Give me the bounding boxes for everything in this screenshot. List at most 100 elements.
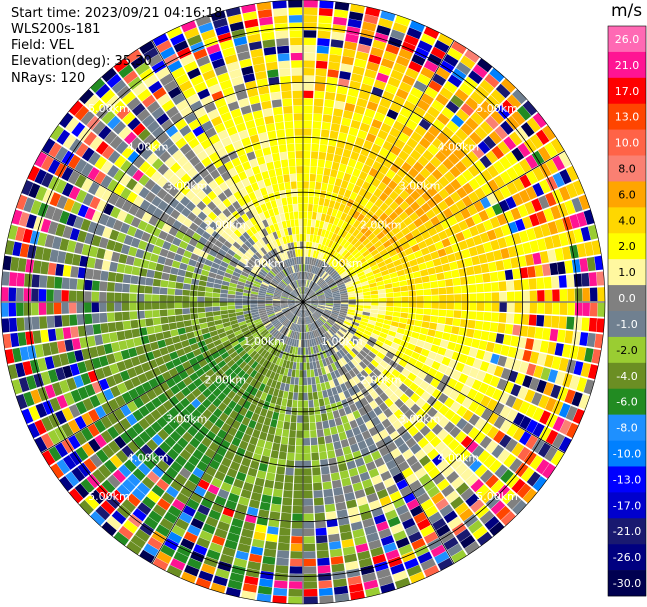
velocity-gate	[567, 302, 575, 316]
velocity-gate	[497, 449, 511, 463]
velocity-gate	[217, 202, 227, 212]
velocity-gate	[192, 247, 202, 256]
velocity-gate	[207, 403, 217, 414]
velocity-gate	[441, 484, 455, 498]
velocity-gate	[212, 435, 224, 446]
velocity-gate	[208, 441, 220, 453]
velocity-gate	[120, 349, 131, 360]
velocity-gate	[133, 337, 143, 347]
velocity-gate	[176, 380, 187, 391]
velocity-gate	[362, 308, 371, 313]
velocity-gate	[257, 221, 265, 230]
velocity-gate	[468, 400, 480, 413]
velocity-gate	[206, 549, 221, 561]
velocity-gate	[404, 206, 415, 216]
velocity-gate	[525, 186, 538, 200]
velocity-gate	[470, 478, 484, 493]
velocity-gate	[403, 216, 413, 227]
velocity-gate	[478, 382, 489, 394]
velocity-gate	[121, 91, 136, 105]
velocity-gate	[204, 145, 216, 156]
velocity-gate	[94, 171, 107, 185]
velocity-gate	[447, 378, 458, 389]
velocity-gate	[272, 356, 279, 364]
velocity-gate	[556, 329, 566, 343]
velocity-gate	[587, 224, 599, 240]
velocity-gate	[374, 208, 384, 218]
velocity-gate	[569, 214, 580, 229]
velocity-gate	[15, 362, 26, 378]
velocity-gate	[291, 75, 303, 84]
velocity-gate	[237, 197, 246, 207]
velocity-gate	[485, 206, 496, 219]
velocity-gate	[307, 289, 312, 296]
velocity-gate	[270, 503, 282, 513]
velocity-gate	[286, 258, 292, 267]
velocity-gate	[113, 241, 124, 253]
velocity-gate	[159, 294, 167, 302]
velocity-gate	[232, 271, 241, 278]
velocity-gate	[247, 560, 261, 571]
velocity-gate	[434, 551, 450, 564]
velocity-gate	[226, 359, 236, 368]
velocity-gate	[179, 333, 188, 342]
velocity-gate	[292, 315, 297, 323]
velocity-gate	[106, 494, 121, 510]
velocity-gate	[173, 551, 189, 564]
velocity-gate	[223, 474, 235, 486]
velocity-gate	[438, 363, 448, 374]
velocity-gate	[292, 505, 303, 514]
velocity-gate	[100, 500, 116, 515]
velocity-gate	[312, 338, 317, 346]
velocity-gate	[239, 535, 252, 546]
velocity-gate	[53, 289, 62, 302]
velocity-gate	[504, 357, 515, 370]
velocity-gate	[447, 74, 463, 88]
velocity-gate	[525, 419, 539, 434]
velocity-gate	[215, 568, 230, 579]
velocity-gate	[311, 384, 317, 393]
velocity-gate	[486, 229, 497, 241]
velocity-gate	[522, 349, 532, 362]
velocity-gate	[195, 241, 205, 251]
velocity-gate	[35, 186, 48, 201]
velocity-gate	[151, 195, 162, 207]
velocity-gate	[265, 296, 273, 299]
velocity-gate	[101, 333, 111, 344]
velocity-gate	[322, 374, 329, 383]
velocity-gate	[316, 166, 324, 175]
velocity-gate	[4, 349, 15, 364]
velocity-gate	[322, 481, 332, 490]
velocity-gate	[231, 420, 241, 430]
velocity-gate	[395, 88, 409, 100]
velocity-gate	[430, 251, 440, 260]
velocity-gate	[316, 243, 322, 252]
velocity-gate	[235, 264, 244, 271]
velocity-gate	[401, 302, 409, 308]
velocity-gate	[102, 226, 113, 239]
velocity-gate	[333, 322, 341, 329]
velocity-gate	[54, 315, 63, 328]
velocity-gate	[298, 385, 303, 393]
velocity-gate	[330, 426, 338, 435]
velocity-gate	[472, 525, 488, 540]
velocity-gate	[398, 359, 408, 368]
velocity-gate	[293, 490, 303, 499]
velocity-gate	[156, 40, 172, 53]
velocity-gate	[310, 323, 314, 331]
velocity-gate	[525, 404, 538, 418]
velocity-gate	[128, 388, 139, 400]
velocity-gate	[293, 323, 297, 332]
velocity-gate	[281, 244, 287, 253]
velocity-gate	[385, 288, 394, 294]
velocity-gate	[368, 443, 378, 454]
velocity-gate	[231, 275, 240, 281]
velocity-gate	[399, 485, 412, 497]
velocity-gate	[144, 178, 156, 191]
velocity-gate	[477, 140, 491, 154]
velocity-gate	[107, 179, 119, 192]
velocity-gate	[299, 287, 302, 295]
velocity-gate	[449, 261, 458, 271]
velocity-gate	[420, 558, 436, 571]
velocity-gate	[522, 488, 538, 504]
